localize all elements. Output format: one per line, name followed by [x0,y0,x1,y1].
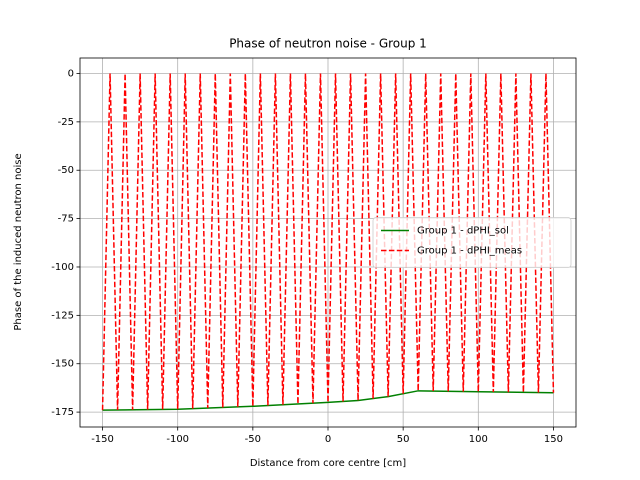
y-tick-label: -75 [58,214,74,225]
chart-title: Phase of neutron noise - Group 1 [229,37,427,51]
legend-label: Group 1 - dPHI_meas [417,246,522,257]
x-tick-label: 100 [469,434,488,445]
x-tick-label: 50 [397,434,410,445]
y-tick-label: 0 [68,68,74,79]
x-tick-label: -100 [166,434,189,445]
y-tick-label: -100 [51,262,74,273]
legend-label: Group 1 - dPHI_sol [417,226,509,237]
x-axis-label: Distance from core centre [cm] [250,458,406,469]
x-tick-label: 0 [325,434,331,445]
legend-box [372,217,572,268]
y-tick-label: -50 [58,165,74,176]
y-axis-label: Phase of the induced neutron noise [13,153,24,330]
x-tick-label: -150 [91,434,114,445]
data-line [101,73,555,411]
y-tick-label: -25 [58,117,74,128]
plot-frame [79,57,577,428]
y-tick-label: -175 [51,407,74,418]
x-tick-label: 150 [544,434,563,445]
y-tick-label: -125 [51,310,74,321]
data-line [102,390,554,411]
x-tick-label: -50 [245,434,261,445]
y-tick-label: -150 [51,359,74,370]
